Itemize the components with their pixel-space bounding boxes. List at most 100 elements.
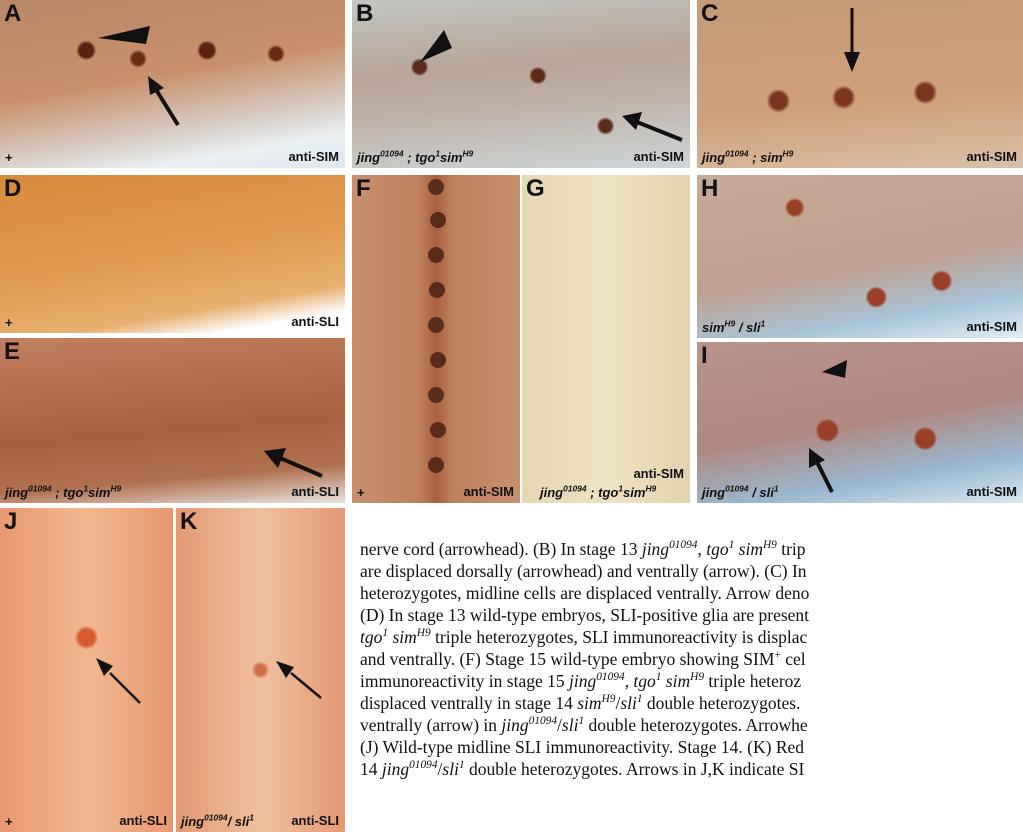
superscript: 01094: [725, 484, 748, 494]
genotype-label: +: [357, 485, 365, 500]
panel-letter: B: [356, 0, 373, 28]
column-cells: [352, 175, 520, 503]
text-run: double heterozygotes.: [643, 693, 801, 713]
superscript: 1: [249, 813, 254, 823]
annotation-arrows: [0, 0, 345, 168]
text-run: cel: [781, 649, 806, 669]
antibody-label: anti-SIM: [463, 484, 514, 499]
caption-line: (D) In stage 13 wild-type embryos, SLI-p…: [360, 604, 1023, 626]
italic-text: ; tgo: [404, 150, 436, 165]
superscript: H9: [417, 627, 431, 639]
italic-text: jing: [357, 150, 380, 165]
superscript: H9: [783, 149, 794, 159]
text-run: double heterozygotes. Arrowhe: [584, 715, 808, 735]
italic-text: sim: [702, 320, 724, 335]
italic-text: sim: [739, 539, 763, 559]
italic-text: ; sim: [749, 150, 783, 165]
superscript: H9: [602, 693, 616, 705]
italic-text: jing: [702, 150, 725, 165]
text-run: heterozygotes, midline cells are displac…: [360, 583, 809, 603]
annotation-arrows: [697, 0, 1023, 168]
panel-letter: J: [4, 508, 17, 536]
text-run: ,: [697, 539, 706, 559]
text-run: 14: [360, 759, 382, 779]
panel: Eanti-SLI jing01094 ; tgo1simH9: [0, 338, 345, 503]
superscript: H9: [690, 671, 704, 683]
genotype-label: +: [5, 315, 13, 330]
italic-text: jing: [181, 814, 204, 829]
italic-text: tgo: [633, 671, 655, 691]
italic-text: ; tgo: [587, 485, 619, 500]
genotype-label: jing01094 ; tgo1simH9: [5, 485, 121, 500]
italic-text: sli: [620, 693, 637, 713]
annotation-arrows: [697, 342, 1023, 503]
genotype-label: jing01094 ; tgo1simH9: [540, 485, 656, 500]
caption-line: are displaced dorsally (arrowhead) and v…: [360, 560, 1023, 582]
italic-text: jing: [702, 485, 725, 500]
text-run: double heterozygotes. Arrows in J,K indi…: [465, 759, 805, 779]
superscript: 01094: [563, 484, 586, 494]
annotation-arrows: [0, 508, 173, 832]
panel-letter: A: [4, 0, 21, 28]
caption-line: heterozygotes, midline cells are displac…: [360, 582, 1023, 604]
caption-line: ventrally (arrow) in jing01094/sli1 doub…: [360, 714, 1023, 736]
antibody-label: anti-SIM: [966, 484, 1017, 499]
superscript: 01094: [380, 149, 403, 159]
genotype-label: jing01094 ; simH9: [702, 150, 793, 165]
superscript: 1: [774, 484, 779, 494]
panel: Janti-SLI+: [0, 508, 173, 832]
text-run: +: [5, 814, 13, 829]
superscript: 01094: [28, 484, 51, 494]
italic-text: jing: [642, 539, 669, 559]
superscript: 01094: [669, 539, 697, 551]
italic-text: sim: [392, 627, 416, 647]
text-run: +: [5, 315, 13, 330]
antibody-label: anti-SIM: [966, 319, 1017, 334]
panel-letter: E: [4, 338, 20, 366]
caption-line: tgo1 simH9 triple heterozygotes, SLI imm…: [360, 626, 1023, 648]
text-run: triple heteroz: [704, 671, 801, 691]
genotype-label: +: [5, 150, 13, 165]
italic-text: sim: [88, 485, 110, 500]
text-run: +: [5, 150, 13, 165]
panel-letter: C: [701, 0, 718, 28]
italic-text: / sli: [749, 485, 774, 500]
italic-text: jing: [501, 715, 528, 735]
italic-text: sim: [666, 671, 690, 691]
italic-text: jing: [382, 759, 409, 779]
caption-line: immunoreactivity in stage 15 jing01094, …: [360, 670, 1023, 692]
caption: nerve cord (arrowhead). (B) In stage 13 …: [360, 538, 1023, 780]
panel-letter: F: [356, 175, 371, 203]
superscript: 01094: [596, 671, 624, 683]
genotype-label: simH9 / sli1: [702, 320, 765, 335]
antibody-label: anti-SIM: [966, 149, 1017, 164]
annotation-arrows: [352, 0, 690, 168]
panel-letter: I: [701, 342, 708, 370]
superscript: 1: [761, 319, 766, 329]
panel: Aanti-SIM+: [0, 0, 345, 168]
italic-text: / sli: [735, 320, 760, 335]
panel-letter: D: [4, 175, 21, 203]
panel-letter: G: [526, 175, 545, 203]
caption-line: and ventrally. (F) Stage 15 wild-type em…: [360, 648, 1023, 670]
text-run: displaced ventrally in stage 14: [360, 693, 577, 713]
caption-line: (J) Wild-type midline SLI immunoreactivi…: [360, 736, 1023, 758]
text-run: trip: [777, 539, 806, 559]
italic-text: / sli: [228, 814, 250, 829]
genotype-label: jing01094/ sli1: [181, 814, 254, 829]
genotype-label: jing01094 / sli1: [702, 485, 779, 500]
text-run: +: [357, 485, 365, 500]
text-run: and ventrally. (F) Stage 15 wild-type em…: [360, 649, 774, 669]
panel-letter: H: [701, 175, 718, 203]
text-run: triple heterozygotes, SLI immunoreactivi…: [431, 627, 808, 647]
antibody-label: anti-SLI: [291, 314, 339, 329]
antibody-label: anti-SLI: [291, 484, 339, 499]
italic-text: sim: [623, 485, 645, 500]
